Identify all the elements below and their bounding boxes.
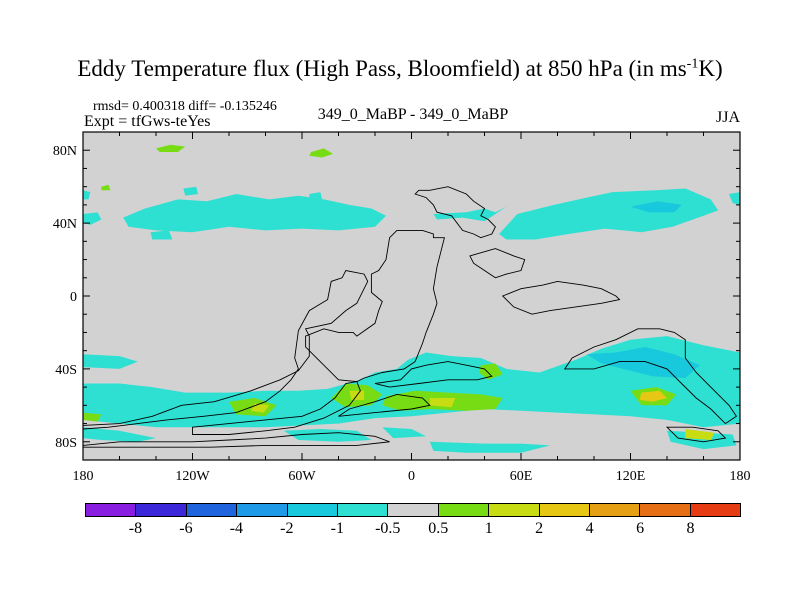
colorbar-swatch-5 <box>337 504 389 516</box>
coastline-6 <box>501 280 621 315</box>
contour-fill-layer <box>83 144 740 453</box>
contour-region-4 <box>83 190 91 200</box>
colorbar-swatch-0 <box>86 504 137 516</box>
contour-region-3 <box>309 192 323 200</box>
y-tick-label: 0 <box>70 290 77 305</box>
x-tick-label: 120E <box>616 469 646 484</box>
colorbar-label: 4 <box>585 520 594 537</box>
contour-region-17 <box>283 429 372 442</box>
coastline-layer <box>83 186 738 448</box>
contour-region-15 <box>586 347 700 378</box>
x-tick-label: 180 <box>73 469 94 484</box>
x-tick-label: 0 <box>408 469 415 484</box>
contour-region-5 <box>83 212 102 225</box>
coastline-4 <box>414 186 496 239</box>
contour-region-7 <box>150 230 173 240</box>
colorbar-label: 0.5 <box>428 520 449 537</box>
y-tick-label: 40S <box>55 363 77 378</box>
colorbar-swatch-10 <box>589 504 641 516</box>
contour-region-8 <box>433 206 507 222</box>
colorbar-label: -8 <box>128 520 143 537</box>
colorbar-label: -6 <box>179 520 193 537</box>
colorbar-swatch-4 <box>287 504 338 516</box>
y-tick-label: 80S <box>55 436 77 451</box>
coastline-8 <box>563 328 738 425</box>
coastline-2 <box>192 381 361 435</box>
contour-region-11 <box>729 192 740 205</box>
coastline-10 <box>374 361 493 388</box>
colorbar-label: -2 <box>280 520 294 537</box>
contour-region-20 <box>667 430 737 450</box>
colorbar-swatch-3 <box>237 504 288 516</box>
axis-ticks: 180 120W 60W 0 60E 120E 180 80N 40N 0 40S 80S <box>53 132 751 484</box>
chart-title: Eddy Temperature flux (High Pass, Bloomf… <box>77 56 723 81</box>
contour-region-28 <box>639 390 667 402</box>
contour-region-2 <box>183 186 198 196</box>
contour-region-16 <box>83 427 156 442</box>
colorbar-swatch-9 <box>539 504 590 516</box>
contour-region-29 <box>479 363 503 380</box>
contour-region-26 <box>429 398 456 408</box>
contour-region-19 <box>429 441 551 453</box>
coastline-9 <box>665 426 727 443</box>
contour-region-1 <box>309 148 333 158</box>
colorbar-swatch-12 <box>690 504 741 516</box>
title-superscript: -1 <box>686 56 699 72</box>
expt-label: Expt = tfGws-teYes <box>84 113 211 130</box>
colorbar-label: -1 <box>330 520 344 537</box>
colorbar-label: 8 <box>686 520 695 537</box>
coastline-7 <box>338 393 431 417</box>
colorbar-label: 6 <box>636 520 645 537</box>
contour-region-13 <box>83 354 138 369</box>
contour-region-30 <box>685 429 715 440</box>
colorbar-swatch-1 <box>136 504 187 516</box>
x-tick-label: 120W <box>175 469 210 484</box>
colorbar-swatch-6 <box>388 504 439 516</box>
coastline-5 <box>469 248 526 279</box>
contour-region-9 <box>499 188 719 240</box>
x-tick-label: 180 <box>730 469 751 484</box>
x-tick-label: 60W <box>288 469 316 484</box>
coastline-3 <box>83 432 390 448</box>
contour-region-0 <box>156 144 186 152</box>
colorbar-label: 2 <box>535 520 544 537</box>
contour-region-6 <box>123 194 386 233</box>
colorbar <box>85 503 741 517</box>
y-tick-label: 40N <box>53 217 77 232</box>
colorbar-label: -4 <box>229 520 244 537</box>
colorbar-swatch-7 <box>438 504 490 516</box>
colorbar-swatch-8 <box>489 504 540 516</box>
coastline-1 <box>83 269 369 430</box>
colorbar-label: -0.5 <box>375 520 401 537</box>
season-label: JJA <box>715 109 740 126</box>
colorbar-label: 1 <box>484 520 493 537</box>
contour-region-31 <box>83 412 102 422</box>
y-tick-label: 80N <box>53 144 77 159</box>
contour-region-12 <box>101 184 111 191</box>
x-tick-label: 60E <box>510 469 533 484</box>
center-label: 349_0_MaBP - 349_0_MaBP <box>317 106 509 123</box>
colorbar-swatch-11 <box>640 504 691 516</box>
contour-region-10 <box>630 201 682 213</box>
stats-label: rmsd= 0.400318 diff= -0.135246 <box>93 99 277 114</box>
coastline-0 <box>305 229 445 383</box>
colorbar-swatch-2 <box>186 504 238 516</box>
contour-region-18 <box>382 427 427 439</box>
